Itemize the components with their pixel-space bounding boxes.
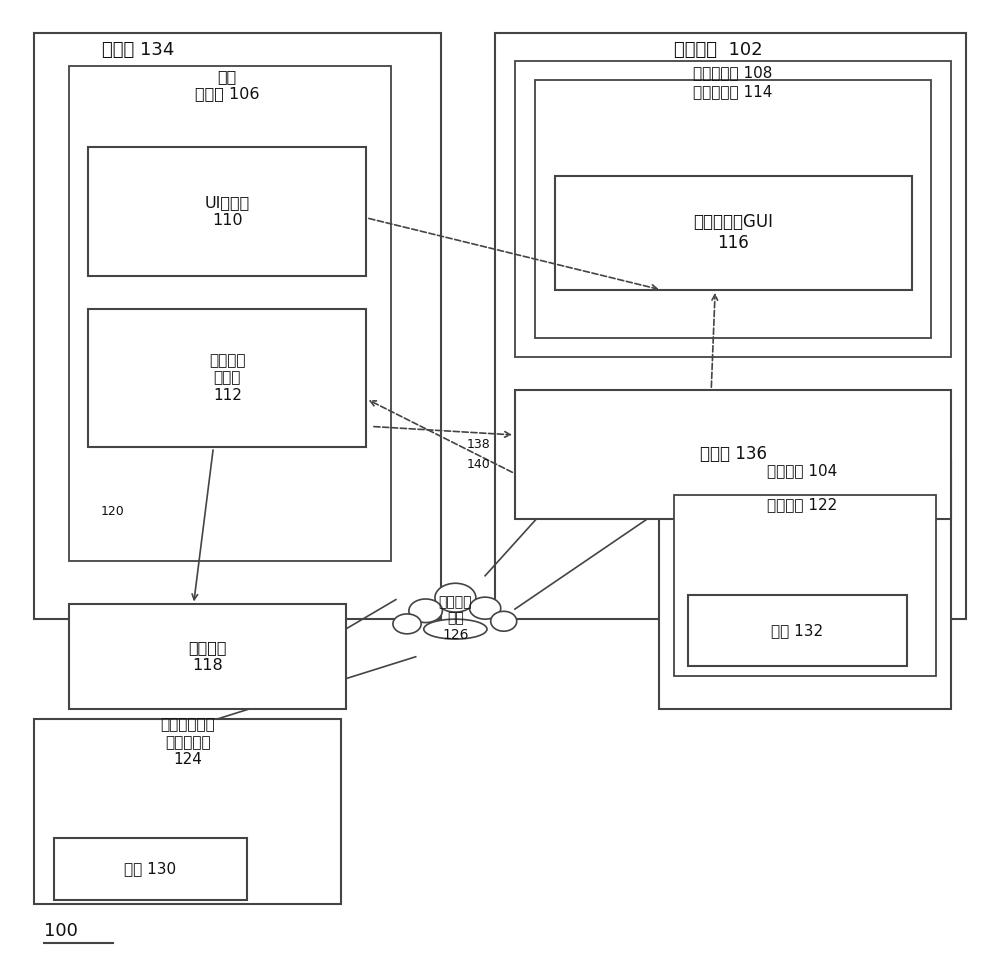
FancyBboxPatch shape — [535, 81, 931, 337]
FancyBboxPatch shape — [515, 390, 951, 519]
FancyBboxPatch shape — [674, 495, 936, 676]
FancyBboxPatch shape — [88, 309, 366, 447]
FancyBboxPatch shape — [54, 838, 247, 899]
Ellipse shape — [393, 614, 421, 634]
Text: 服务器 134: 服务器 134 — [102, 41, 174, 59]
Text: 应用设计器GUI
116: 应用设计器GUI 116 — [693, 213, 773, 252]
Text: 100: 100 — [44, 922, 78, 940]
Text: 本地应用 122: 本地应用 122 — [767, 497, 838, 512]
Ellipse shape — [424, 619, 487, 639]
Ellipse shape — [409, 599, 442, 623]
FancyBboxPatch shape — [88, 147, 366, 276]
Text: 120: 120 — [100, 505, 124, 518]
Text: 应用逻辑
生成器
112: 应用逻辑 生成器 112 — [209, 354, 246, 403]
Text: 数据 130: 数据 130 — [124, 861, 177, 876]
FancyBboxPatch shape — [555, 176, 912, 290]
FancyBboxPatch shape — [69, 66, 391, 561]
Ellipse shape — [470, 597, 501, 619]
Ellipse shape — [435, 583, 476, 612]
Text: 浏览器窗口 114: 浏览器窗口 114 — [693, 85, 773, 99]
Text: （多个）基于
网络的应用
124: （多个）基于 网络的应用 124 — [160, 718, 215, 768]
Text: 存储装置 104: 存储装置 104 — [767, 463, 838, 479]
FancyBboxPatch shape — [515, 62, 951, 357]
Text: 数据 132: 数据 132 — [771, 623, 824, 638]
Text: 140: 140 — [466, 457, 490, 471]
FancyBboxPatch shape — [34, 719, 341, 904]
Text: 应用
设计器 106: 应用 设计器 106 — [195, 69, 260, 101]
Text: UI生成器
110: UI生成器 110 — [205, 195, 250, 228]
FancyBboxPatch shape — [69, 604, 346, 709]
FancyBboxPatch shape — [495, 33, 966, 619]
Text: 浏览器 136: 浏览器 136 — [700, 445, 767, 463]
Text: 138: 138 — [466, 438, 490, 451]
Text: 工作流库
118: 工作流库 118 — [188, 641, 227, 673]
Text: （多个）
网络
126: （多个） 网络 126 — [439, 596, 472, 642]
FancyBboxPatch shape — [659, 461, 951, 709]
Text: 计算设备  102: 计算设备 102 — [674, 41, 762, 59]
Ellipse shape — [491, 611, 517, 631]
FancyBboxPatch shape — [34, 33, 440, 619]
Text: 显示器屏幕 108: 显示器屏幕 108 — [693, 65, 773, 81]
FancyBboxPatch shape — [688, 595, 907, 666]
